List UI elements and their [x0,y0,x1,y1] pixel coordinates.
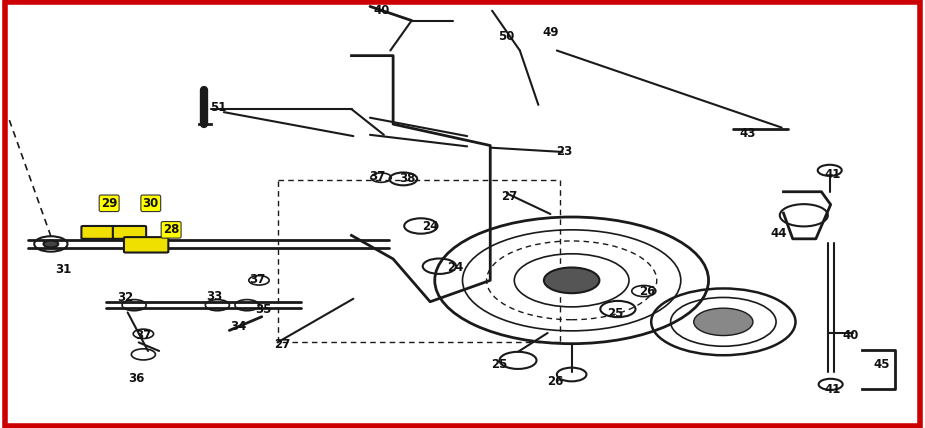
FancyBboxPatch shape [113,226,146,239]
Text: 27: 27 [274,338,290,351]
Text: 35: 35 [255,303,272,315]
Text: 51: 51 [210,101,227,114]
Text: 37: 37 [369,170,386,183]
Circle shape [43,241,58,247]
Text: 43: 43 [739,127,756,140]
Circle shape [544,268,599,293]
Text: 24: 24 [447,261,463,274]
Text: 37: 37 [135,330,152,342]
Circle shape [694,308,753,336]
Text: 29: 29 [101,197,117,210]
Text: 32: 32 [117,291,133,304]
Text: 36: 36 [128,372,144,385]
Text: 50: 50 [498,30,514,43]
Text: 44: 44 [771,227,787,240]
Text: 28: 28 [163,223,179,236]
FancyBboxPatch shape [81,226,115,239]
Text: 45: 45 [873,358,890,371]
Text: 26: 26 [547,375,563,388]
Text: 26: 26 [639,285,656,298]
Text: 25: 25 [607,307,623,320]
Text: 41: 41 [824,168,841,181]
Text: 24: 24 [422,220,438,233]
Text: 38: 38 [399,172,415,185]
Text: 37: 37 [249,273,265,285]
FancyBboxPatch shape [124,237,168,253]
Text: 40: 40 [843,330,859,342]
Text: 30: 30 [142,197,159,210]
Text: 34: 34 [230,320,247,333]
Text: 33: 33 [206,290,223,303]
Text: 23: 23 [556,146,573,158]
Text: 40: 40 [374,4,390,17]
Text: 25: 25 [491,358,508,371]
Text: 31: 31 [55,263,71,276]
Text: 49: 49 [542,26,559,39]
Text: 27: 27 [500,190,517,203]
Text: 41: 41 [824,383,841,396]
